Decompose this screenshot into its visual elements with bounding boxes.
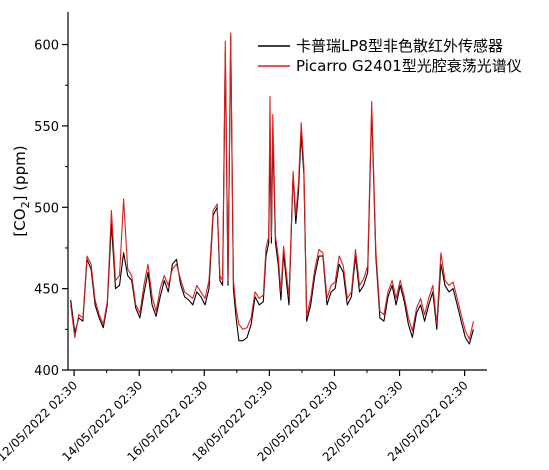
legend: 卡普瑞LP8型非色散红外传感器 Picarro G2401型光腔衰荡光谱仪 bbox=[258, 37, 522, 75]
y-tick-label-400: 400 bbox=[34, 364, 59, 379]
y-tick-label-500: 500 bbox=[34, 201, 59, 216]
y-tick-label-450: 450 bbox=[34, 283, 59, 298]
y-axis-title-pre: [CO bbox=[11, 208, 29, 236]
legend-label-picarro: Picarro G2401型光腔衰荡光谱仪 bbox=[296, 57, 522, 75]
series-line-lp8 bbox=[70, 35, 474, 345]
y-ticks: 400 450 500 550 600 bbox=[34, 39, 68, 379]
y-axis-title-sub: 2 bbox=[19, 201, 32, 208]
y-axis-title: [CO2] (ppm) bbox=[11, 145, 32, 236]
y-tick-label-550: 550 bbox=[34, 120, 59, 135]
series-line-picarro bbox=[70, 32, 474, 340]
y-tick-label-600: 600 bbox=[34, 39, 59, 54]
series-layer bbox=[70, 32, 474, 345]
y-axis-title-post: ] (ppm) bbox=[11, 145, 29, 201]
legend-label-lp8: 卡普瑞LP8型非色散红外传感器 bbox=[296, 37, 503, 55]
axes bbox=[67, 12, 487, 371]
